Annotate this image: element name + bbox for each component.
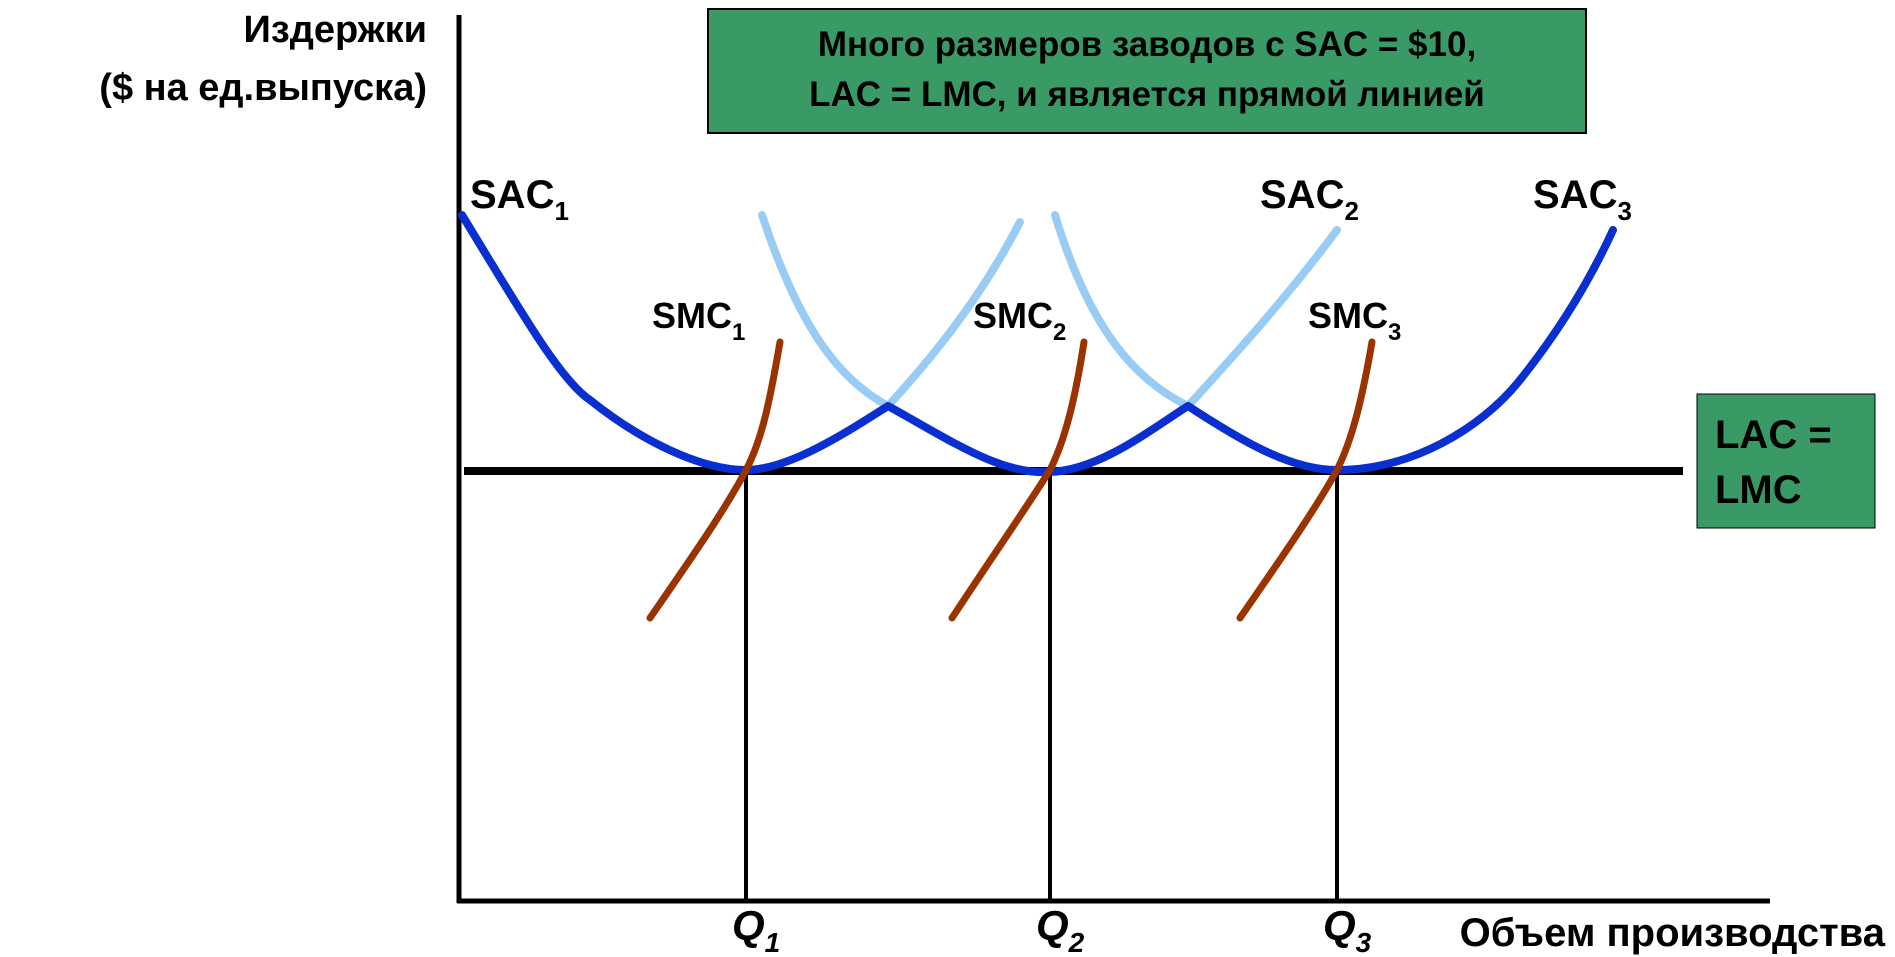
- y-axis-label-line1: Издержки: [244, 9, 428, 51]
- y-axis-label-line2: ($ на ед.выпуска): [99, 67, 427, 109]
- sac2-label: SAC2: [1260, 173, 1359, 226]
- lac-lmc-line2: LMC: [1715, 468, 1802, 512]
- sac-envelope-curve: [458, 211, 1617, 477]
- smc2-label: SMC2: [973, 295, 1066, 346]
- x-axis-label: Объем производства: [1460, 911, 1886, 955]
- q2-label: Q2: [1036, 902, 1085, 957]
- note-line1: Много размеров заводов с SAC = $10,: [818, 25, 1476, 64]
- sac3-label: SAC3: [1533, 173, 1632, 226]
- smc3-curve: [1236, 338, 1376, 622]
- sac1-label: SAC1: [470, 173, 569, 226]
- sac1-light-right-branch: [884, 218, 1024, 410]
- sac2-light-right-branch: [1184, 226, 1341, 410]
- smc3-label: SMC3: [1308, 295, 1401, 346]
- q1-label: Q1: [732, 902, 780, 957]
- smc1-label: SMC1: [652, 295, 745, 346]
- q3-label: Q3: [1323, 902, 1372, 957]
- sac2-light-left-branch: [758, 211, 892, 410]
- lac-lmc-box: [1696, 393, 1876, 529]
- sac3-light-left-branch: [1051, 211, 1192, 410]
- note-line2: LAC = LMC, и является прямой линией: [809, 75, 1485, 114]
- note-box: [707, 8, 1587, 134]
- lac-lmc-line1: LAC =: [1715, 413, 1832, 457]
- smc1-curve: [646, 338, 784, 622]
- smc2-curve: [948, 338, 1088, 622]
